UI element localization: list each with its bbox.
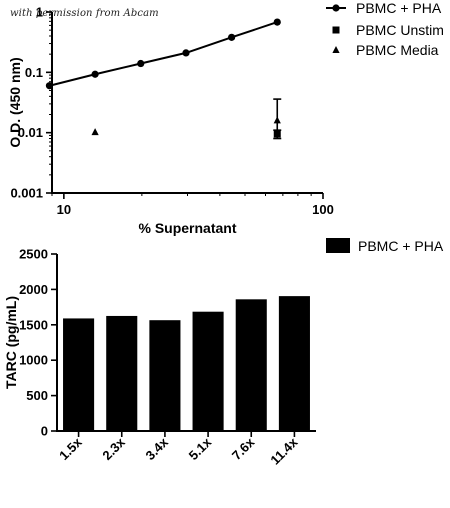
- x-tick-label: 10: [57, 202, 71, 217]
- legend-label-pbmc-media: PBMC Media: [356, 42, 439, 58]
- watermark-text: with permission from Abcam: [10, 8, 159, 19]
- x-tick-label: 2.3x: [99, 434, 128, 463]
- y-tick-label: 0.001: [10, 186, 43, 201]
- x-tick-label: 100: [312, 202, 334, 217]
- bar-11-4x: [278, 296, 310, 431]
- od-line-chart: 0.001 0.01 0.1 1 10 100 % Supernatant O.D. (450…: [7, 0, 444, 236]
- x-tick-label: 5.1x: [186, 434, 215, 463]
- legend-label-bar-pbmc-pha: PBMC + PHA: [358, 238, 444, 254]
- point-pbmc-pha: [182, 49, 190, 57]
- y-tick-label: 0.01: [18, 125, 43, 140]
- y-tick-label: 1000: [19, 353, 48, 368]
- y-tick-label: 1500: [19, 317, 48, 332]
- point-pbmc-media: [273, 116, 281, 124]
- y-tick-label: 0.1: [25, 65, 43, 80]
- point-pbmc-pha: [228, 33, 236, 41]
- point-pbmc-pha: [91, 70, 99, 78]
- point-pbmc-pha: [273, 18, 281, 26]
- tarc-bar-chart: 0 500 1000 1500 2000 2500 TARC (pg/mL) 1.5x 2.3x…: [3, 238, 444, 468]
- legend-marker-pbmc-media: [332, 46, 340, 53]
- legend-marker-bar-pbmc-pha: [326, 238, 350, 253]
- series-line-pbmc-pha: [49, 21, 278, 87]
- bar-5-1x: [192, 311, 224, 431]
- x-axis-title: % Supernatant: [138, 220, 236, 236]
- legend-label-pbmc-pha: PBMC + PHA: [356, 0, 442, 16]
- bar-3-4x: [149, 320, 181, 431]
- y-tick-label: 2500: [19, 247, 48, 262]
- y-axis-title: TARC (pg/mL): [3, 296, 19, 389]
- legend-marker-pbmc-unstim: [332, 26, 340, 34]
- legend-marker-pbmc-pha: [332, 4, 340, 12]
- x-tick-label: 3.4x: [143, 434, 172, 463]
- x-tick-label: 7.6x: [229, 434, 258, 463]
- bar-7-6x: [235, 299, 267, 431]
- legend-label-pbmc-unstim: PBMC Unstim: [356, 22, 444, 38]
- point-pbmc-pha: [45, 82, 54, 90]
- y-tick-label: 0: [41, 424, 48, 439]
- y-tick-label: 1: [36, 5, 43, 20]
- y-tick-label: 500: [26, 388, 48, 403]
- bar-1-5x: [63, 318, 95, 431]
- bar-2-3x: [106, 315, 138, 431]
- x-tick-label: 11.4x: [267, 434, 301, 468]
- y-tick-label: 2000: [19, 282, 48, 297]
- point-pbmc-pha: [137, 59, 145, 68]
- point-pbmc-media: [91, 128, 99, 136]
- x-tick-label: 1.5x: [56, 434, 85, 463]
- y-axis-title: O.D. (450 nm): [7, 57, 23, 147]
